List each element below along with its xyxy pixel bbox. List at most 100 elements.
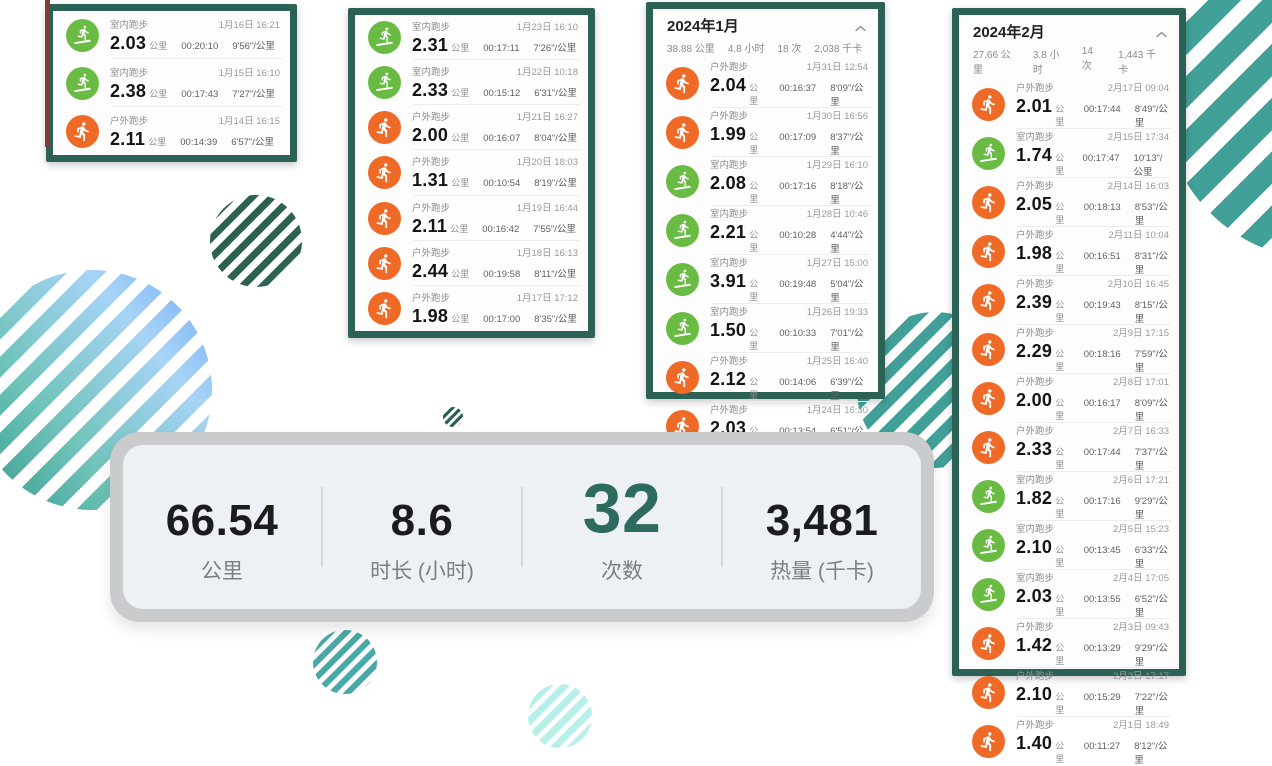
- workout-row[interactable]: 室内跑步 1月26日 19:33 1.50 公里 00:10:33 7'01"/…: [653, 304, 878, 353]
- month-header[interactable]: 2024年2月 27.66 公里 3.8 小时 14 次 1,443 千卡: [959, 15, 1179, 80]
- workout-duration: 00:19:43: [1083, 300, 1121, 311]
- workout-row[interactable]: 户外跑步 1月20日 18:03 1.31 公里 00:10:54 8'19"/…: [355, 150, 588, 196]
- workout-row[interactable]: 户外跑步 2月10日 16:45 2.39 公里 00:19:43 8'15"/…: [959, 276, 1179, 325]
- workout-distance-value: 1.42: [1016, 635, 1053, 655]
- workout-duration: 00:16:51: [1083, 251, 1121, 262]
- workout-row[interactable]: 室内跑步 1月22日 10:18 2.33 公里 00:15:12 6'31"/…: [355, 60, 588, 106]
- workout-type-label: 户外跑步: [110, 115, 149, 127]
- treadmill-icon: [368, 66, 401, 100]
- workout-row[interactable]: 户外跑步 1月17日 17:12 1.98 公里 00:17:00 8'35"/…: [355, 286, 588, 331]
- workout-datetime: 2月2日 17:17: [1113, 671, 1169, 682]
- workout-duration: 00:18:13: [1083, 202, 1121, 213]
- workout-distance-value: 2.11: [110, 128, 146, 149]
- workout-duration: 00:20:10: [181, 40, 219, 52]
- workout-duration: 00:16:17: [1083, 398, 1121, 409]
- workout-type-label: 户外跑步: [1016, 671, 1055, 682]
- workout-row[interactable]: 室内跑步 2月6日 17:21 1.82 公里 00:17:16 9'29"/公…: [959, 472, 1179, 521]
- workout-row[interactable]: 室内跑步 1月29日 16:10 2.08 公里 00:17:16 8'18"/…: [653, 157, 878, 206]
- workout-row[interactable]: 户外跑步 2月11日 10:04 1.98 公里 00:16:51 8'31"/…: [959, 227, 1179, 276]
- workout-row[interactable]: 户外跑步 1月31日 12:54 2.04 公里 00:16:37 8'09"/…: [653, 59, 878, 108]
- workout-pace: 8'18"/公里: [830, 181, 864, 206]
- workout-duration: 00:17:16: [779, 181, 817, 192]
- workout-distance-unit: 公里: [451, 178, 470, 189]
- workout-row[interactable]: 户外跑步 2月8日 17:01 2.00 公里 00:16:17 8'09"/公…: [959, 374, 1179, 423]
- workout-datetime: 2月1日 18:49: [1113, 720, 1169, 731]
- workout-row[interactable]: 户外跑步 1月19日 16:44 2.11 公里 00:16:42 7'55"/…: [355, 196, 588, 241]
- workout-row[interactable]: 户外跑步 2月1日 18:49 1.40 公里 00:11:27 8'12"/公…: [959, 717, 1179, 766]
- workout-row[interactable]: 户外跑步 1月21日 16:27 2.00 公里 00:16:07 8'04"/…: [355, 105, 588, 151]
- workout-type-label: 室内跑步: [110, 19, 149, 31]
- chevron-up-icon[interactable]: [1154, 27, 1169, 42]
- workout-row[interactable]: 室内跑步 1月27日 15:00 3.91 公里 00:19:48 5'04"/…: [653, 255, 878, 304]
- workout-distance-unit: 公里: [1055, 594, 1065, 617]
- workout-pace: 8'09"/公里: [1134, 398, 1168, 423]
- summary-distance-label: 公里: [201, 560, 243, 583]
- month-header[interactable]: 2024年1月 38.88 公里 4.8 小时 18 次 2,038 千卡: [653, 9, 878, 59]
- workout-datetime: 1月21日 16:27: [516, 112, 578, 124]
- runner-icon: [368, 291, 401, 325]
- workout-pace: 5'04"/公里: [830, 279, 864, 304]
- month-total-duration: 3.8 小时: [1032, 50, 1060, 76]
- workout-duration: 00:17:43: [181, 88, 219, 100]
- workout-row[interactable]: 室内跑步 1月28日 10:46 2.21 公里 00:10:28 4'44"/…: [653, 206, 878, 255]
- workout-row[interactable]: 户外跑步 2月3日 09:43 1.42 公里 00:13:29 9'29"/公…: [959, 619, 1179, 668]
- workout-distance-value: 2.12: [710, 369, 747, 389]
- workout-pace: 6'39"/公里: [830, 377, 864, 402]
- workout-row[interactable]: 户外跑步 2月9日 17:15 2.29 公里 00:18:16 7'59"/公…: [959, 325, 1179, 374]
- workout-distance-value: 2.38: [110, 80, 147, 101]
- workout-type-label: 户外跑步: [1016, 328, 1055, 339]
- workout-row[interactable]: 户外跑步 1月18日 16:13 2.44 公里 00:19:58 8'11"/…: [355, 241, 588, 286]
- divider: [521, 487, 523, 567]
- workout-duration: 00:14:06: [779, 377, 817, 388]
- workout-distance-unit: 公里: [1055, 545, 1065, 568]
- workout-row[interactable]: 户外跑步 2月14日 16:03 2.05 公里 00:18:13 8'53"/…: [959, 178, 1179, 227]
- workout-pace: 6'33"/公里: [1134, 545, 1168, 570]
- workout-row[interactable]: 室内跑步 2月4日 17:05 2.03 公里 00:13:55 6'52"/公…: [959, 570, 1179, 619]
- runner-icon: [368, 156, 401, 190]
- chevron-up-icon[interactable]: [853, 21, 868, 36]
- summary-calories-value: 3,481: [765, 496, 879, 545]
- runner-icon: [972, 88, 1005, 121]
- workout-row[interactable]: 户外跑步 2月7日 16:33 2.33 公里 00:17:44 7'37"/公…: [959, 423, 1179, 472]
- workout-datetime: 2月10日 16:45: [1107, 279, 1169, 290]
- workout-pace: 8'53"/公里: [1134, 202, 1168, 227]
- workout-row[interactable]: 室内跑步 2月5日 15:23 2.10 公里 00:13:45 6'33"/公…: [959, 521, 1179, 570]
- runner-icon: [368, 246, 401, 280]
- workout-pace: 9'29"/公里: [1134, 496, 1168, 521]
- workout-list: 室内跑步 1月23日 16:10 2.31 公里 00:17:11 7'26"/…: [355, 15, 588, 331]
- workout-distance-unit: 公里: [1055, 153, 1065, 176]
- workout-pace: 7'55"/公里: [533, 223, 576, 235]
- workout-distance-value: 2.11: [412, 215, 448, 236]
- workout-pace: 7'37"/公里: [1134, 447, 1168, 472]
- workout-pace: 7'26"/公里: [533, 43, 577, 55]
- divider: [321, 487, 323, 567]
- workout-distance-unit: 公里: [749, 181, 759, 204]
- month-title: 2024年1月: [667, 18, 739, 35]
- workout-datetime: 1月29日 16:10: [806, 160, 868, 171]
- workout-row[interactable]: 户外跑步 2月17日 09:04 2.01 公里 00:17:44 8'49"/…: [959, 80, 1179, 129]
- workout-row[interactable]: 户外跑步 1月14日 16:15 2.11 公里 00:14:39 6'57"/…: [53, 107, 290, 155]
- workout-row[interactable]: 室内跑步 1月23日 16:10 2.31 公里 00:17:11 7'26"/…: [355, 15, 588, 61]
- runner-icon: [972, 627, 1005, 660]
- striped-circle-decoration: [528, 684, 592, 748]
- workout-row[interactable]: 户外跑步 1月30日 16:56 1.99 公里 00:17:09 8'37"/…: [653, 108, 878, 157]
- workout-pace: 7'22"/公里: [1134, 692, 1168, 717]
- summary-calories: 3,481 热量 (千卡): [723, 469, 921, 585]
- workout-row[interactable]: 室内跑步 2月15日 17:34 1.74 公里 00:17:47 10'13"…: [959, 129, 1179, 178]
- summary-duration-label: 时长 (小时): [370, 560, 474, 583]
- workout-distance-unit: 公里: [450, 223, 469, 234]
- workout-panel-february: 2024年2月 27.66 公里 3.8 小时 14 次 1,443 千卡: [952, 8, 1186, 766]
- workout-duration: 00:10:54: [483, 178, 521, 190]
- workout-distance-value: 2.03: [110, 32, 147, 53]
- workout-panel-jan-week1: 室内跑步 1月16日 16:21 2.03 公里 00:20:10 9'56"/…: [46, 4, 297, 162]
- workout-row[interactable]: 户外跑步 1月25日 16:40 2.12 公里 00:14:06 6'39"/…: [653, 353, 878, 402]
- workout-type-label: 户外跑步: [1016, 83, 1055, 94]
- workout-row[interactable]: 室内跑步 1月15日 16:10 2.38 公里 00:17:43 7'27"/…: [53, 59, 290, 107]
- workout-row[interactable]: 室内跑步 1月16日 16:21 2.03 公里 00:20:10 9'56"/…: [53, 11, 290, 59]
- workout-pace: 6'52"/公里: [1134, 594, 1168, 619]
- workout-row[interactable]: 户外跑步 2月2日 17:17 2.10 公里 00:15:29 7'22"/公…: [959, 668, 1179, 717]
- workout-distance-unit: 公里: [451, 133, 470, 144]
- workout-distance-unit: 公里: [749, 328, 759, 351]
- workout-list: 户外跑步 1月31日 12:54 2.04 公里 00:16:37 8'09"/…: [653, 59, 878, 451]
- workout-distance-unit: 公里: [749, 83, 759, 106]
